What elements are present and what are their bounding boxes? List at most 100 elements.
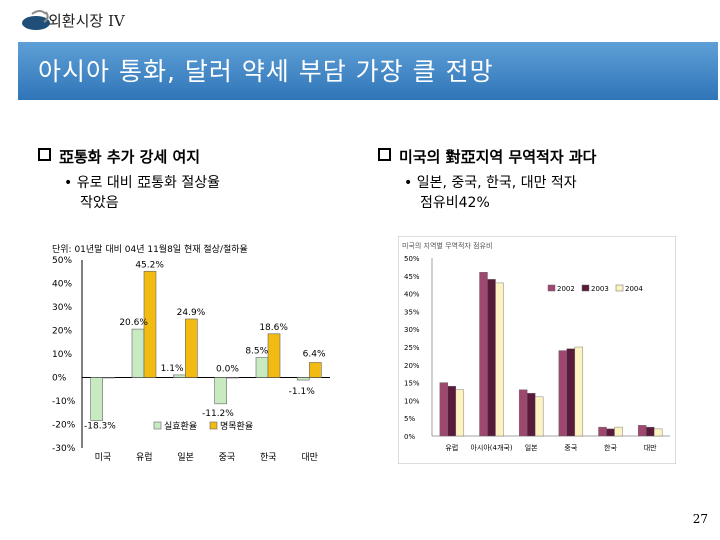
chart1-ytick: -30% bbox=[52, 444, 76, 454]
chart2-bar-2003 bbox=[526, 393, 536, 437]
left-bullet-heading: 亞통화 추가 강세 여지 bbox=[59, 148, 201, 166]
chart2-bar-2003 bbox=[606, 428, 615, 437]
chart2-bar-2002 bbox=[479, 272, 488, 437]
chart2-bar-2004 bbox=[614, 426, 623, 437]
trade-deficit-chart: 미국의 지역별 무역적자 점유비 50% 45% 40% 35% 30% 25% 20% 15%… bbox=[398, 236, 676, 464]
chart2-bar-2003 bbox=[447, 385, 457, 437]
chart1-title: 단위: 01년말 대비 04년 11월8일 현재 절상/절하율 bbox=[52, 243, 248, 255]
chart2-bar-2003 bbox=[566, 348, 576, 437]
chart2-bar-2002 bbox=[439, 382, 449, 437]
chart1-data-label: 1.1% bbox=[161, 364, 184, 374]
chart2-bar-2002 bbox=[598, 426, 607, 437]
chart1-data-label: 20.6% bbox=[119, 318, 148, 328]
chart1-bar-명목환율 bbox=[267, 333, 281, 378]
chart2-legend-label: 2004 bbox=[625, 285, 643, 293]
chart1-xtick: 중국 bbox=[219, 452, 236, 463]
chart2-xtick: 한국 bbox=[604, 444, 617, 452]
section-tag: 외환시장 IV bbox=[48, 12, 125, 30]
chart1-bar-실효환율 bbox=[214, 377, 227, 405]
checkbox-bullet-icon bbox=[378, 148, 391, 161]
title-banner bbox=[18, 42, 718, 100]
chart2-ytick: 30% bbox=[404, 326, 420, 334]
chart2-title: 미국의 지역별 무역적자 점유비 bbox=[402, 241, 492, 250]
chart1-bar-실효환율 bbox=[90, 377, 103, 421]
chart1-xtick: 유럽 bbox=[136, 452, 153, 463]
chart1-bar-명목환율 bbox=[102, 377, 115, 379]
chart2-ytick: 25% bbox=[404, 344, 420, 352]
chart1-legend-label: 명목환율 bbox=[220, 420, 253, 432]
right-bullet-sub-2: 점유비42% bbox=[420, 195, 490, 211]
chart1-bar-실효환율 bbox=[131, 328, 145, 378]
chart2-bar-2002 bbox=[558, 350, 568, 437]
checkbox-bullet-icon bbox=[38, 148, 51, 161]
chart1-ytick: 0% bbox=[52, 374, 67, 384]
chart1-legend-label: 실효환율 bbox=[164, 420, 197, 432]
chart1-legend-swatch bbox=[209, 421, 218, 430]
chart2-bar-2003 bbox=[487, 279, 496, 437]
chart1-bar-명목환율 bbox=[185, 318, 198, 378]
chart1-bar-명목환율 bbox=[143, 270, 157, 378]
chart1-data-label: -1.1% bbox=[289, 387, 316, 397]
chart2-bar-2004 bbox=[534, 396, 544, 437]
chart1-ytick: 10% bbox=[52, 350, 72, 360]
chart2-xtick: 유럽 bbox=[445, 443, 458, 452]
chart2-legend-label: 2003 bbox=[591, 285, 609, 293]
chart2-xtick: 중국 bbox=[564, 444, 577, 452]
chart2-bar-2004 bbox=[455, 389, 465, 437]
chart1-data-label: 0.0% bbox=[216, 365, 239, 375]
chart1-data-label: 18.6% bbox=[259, 323, 288, 333]
chart1-ytick: -20% bbox=[52, 421, 76, 431]
left-bullet: 亞통화 추가 강세 여지 • 유로 대비 亞통화 절상율 작았음 bbox=[38, 146, 220, 213]
chart1-data-label: 24.9% bbox=[177, 308, 206, 318]
chart2-legend-label: 2002 bbox=[557, 285, 575, 293]
chart1-ytick: 30% bbox=[52, 303, 72, 313]
chart1-xtick: 한국 bbox=[260, 452, 277, 463]
left-bullet-sub-2: 작았음 bbox=[80, 195, 119, 211]
chart2-ytick: 5% bbox=[404, 415, 415, 423]
chart2-ytick: 50% bbox=[404, 255, 420, 263]
chart1-data-label: -18.3% bbox=[84, 422, 116, 432]
chart2-bar-2004 bbox=[574, 346, 584, 437]
right-bullet-sub-1: • 일본, 중국, 한국, 대만 적자 bbox=[404, 175, 577, 191]
chart1-bar-명목환율 bbox=[226, 377, 239, 379]
chart2-ytick: 10% bbox=[404, 397, 420, 405]
chart2-bar-2002 bbox=[637, 425, 647, 437]
chart1-ytick: -10% bbox=[52, 397, 76, 407]
chart1-data-label: -11.2% bbox=[202, 409, 234, 419]
chart1-data-label: 8.5% bbox=[245, 347, 268, 357]
chart2-ytick: 45% bbox=[404, 273, 420, 281]
chart2-ytick: 20% bbox=[404, 362, 420, 370]
chart2-ytick: 15% bbox=[404, 380, 420, 388]
chart1-legend-swatch bbox=[153, 421, 162, 430]
chart2-bar-2004 bbox=[495, 282, 504, 437]
chart2-xtick: 대만 bbox=[644, 443, 657, 452]
chart2-bar-2003 bbox=[645, 426, 655, 437]
chart1-ytick: 20% bbox=[52, 327, 72, 337]
chart1-bar-명목환율 bbox=[309, 362, 322, 378]
chart2-legend-swatch bbox=[581, 284, 590, 292]
chart1-ytick: 50% bbox=[52, 256, 72, 266]
chart1-xtick: 일본 bbox=[177, 452, 194, 463]
chart2-ytick: 0% bbox=[404, 433, 415, 441]
page-number: 27 bbox=[692, 512, 708, 526]
chart2-xtick: 일본 bbox=[525, 443, 538, 452]
right-bullet-heading: 미국의 對亞지역 무역적자 과다 bbox=[399, 148, 597, 166]
chart2-ytick: 40% bbox=[404, 291, 420, 299]
chart1-data-label: 6.4% bbox=[303, 349, 326, 359]
chart1-bar-실효환율 bbox=[173, 374, 186, 378]
chart2-ytick: 35% bbox=[404, 308, 420, 316]
chart1-data-label: 45.2% bbox=[135, 260, 164, 270]
chart2-legend-swatch bbox=[547, 284, 556, 292]
chart2-xtick: 아시아(4개국) bbox=[470, 443, 512, 452]
chart1-bar-실효환율 bbox=[255, 357, 269, 378]
chart2-bar-2004 bbox=[653, 428, 663, 437]
chart2-bar-2002 bbox=[518, 389, 528, 437]
right-bullet: 미국의 對亞지역 무역적자 과다 • 일본, 중국, 한국, 대만 적자 점유비… bbox=[378, 146, 596, 213]
chart1-xtick: 미국 bbox=[95, 452, 112, 463]
chart2-legend-swatch bbox=[615, 284, 624, 292]
chart1-bar-실효환율 bbox=[297, 377, 310, 381]
chart1-xtick: 대만 bbox=[301, 452, 318, 463]
left-bullet-sub-1: • 유로 대비 亞통화 절상율 bbox=[64, 175, 220, 191]
logo-icon bbox=[22, 10, 50, 30]
